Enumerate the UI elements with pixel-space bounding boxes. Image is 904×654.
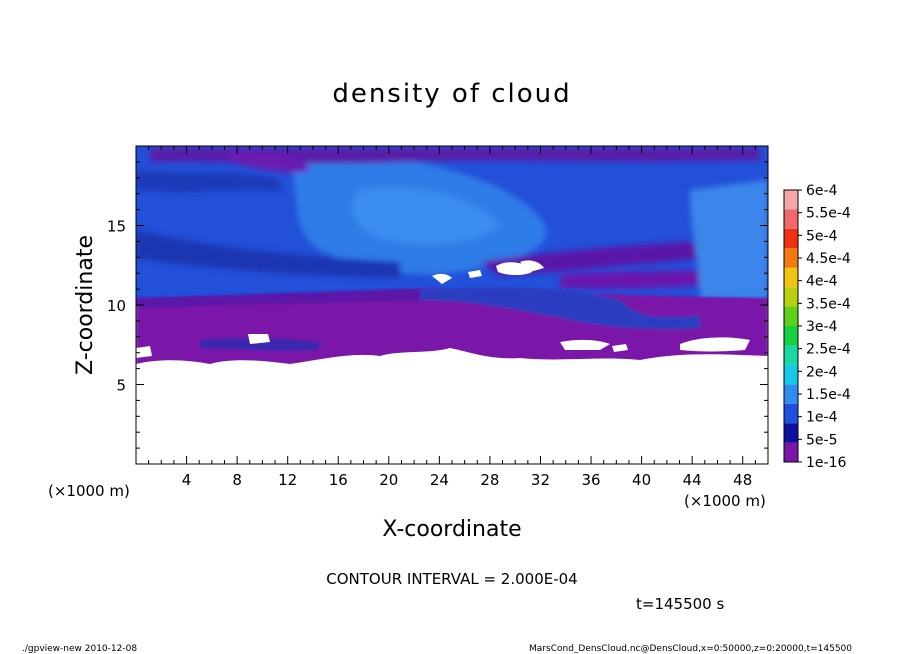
- x-unit-left: (×1000 m): [48, 482, 130, 500]
- colorbar-swatch: [784, 326, 798, 346]
- x-tick-label: 4: [182, 471, 192, 489]
- footer-right: MarsCond_DensCloud.nc@DensCloud,x=0:5000…: [529, 644, 852, 654]
- colorbar-label: 2e-4: [806, 364, 838, 380]
- x-tick-label: 12: [278, 471, 297, 489]
- x-tick-label: 44: [683, 471, 702, 489]
- colorbar-swatch: [784, 345, 798, 365]
- y-axis-label: Z-coordinate: [73, 235, 98, 375]
- heatmap-field: [136, 146, 768, 464]
- colorbar-label: 3.5e-4: [806, 296, 851, 312]
- y-tick-label: 15: [107, 218, 126, 236]
- colorbar-swatch: [784, 248, 798, 268]
- colorbar-swatch: [784, 287, 798, 307]
- colorbar-label: 1.5e-4: [806, 387, 851, 403]
- y-tick-label: 5: [116, 377, 126, 395]
- colorbar-label: 1e-4: [806, 410, 838, 426]
- colorbar-label: 5e-5: [806, 432, 837, 448]
- x-axis-ticks: 4 8 12 16 20 24 28 32 36 40 44 48: [148, 146, 756, 489]
- colorbar-swatch: [784, 228, 798, 249]
- colorbar-swatch: [784, 267, 798, 288]
- footer-left: ./gpview-new 2010-12-08: [22, 644, 137, 654]
- x-tick-label: 8: [232, 471, 242, 489]
- colorbar-swatch: [784, 384, 798, 404]
- chart-title: density of cloud: [332, 79, 571, 109]
- colorbar-swatch: [784, 190, 798, 210]
- colorbar-swatch: [784, 442, 798, 462]
- x-tick-label: 24: [430, 471, 449, 489]
- colorbar-label: 2.5e-4: [806, 342, 851, 358]
- x-unit-right: (×1000 m): [684, 492, 766, 510]
- x-axis-label: X-coordinate: [382, 517, 521, 542]
- time-label: t=145500 s: [636, 595, 724, 613]
- x-tick-label: 28: [480, 471, 499, 489]
- colorbar: 1e-16 5e-5 1e-4 1.5e-4 2e-4 2.5e-4 3e-4 3.5e-4 4…: [783, 183, 851, 471]
- colorbar-label: 5e-4: [806, 228, 838, 244]
- colorbar-label: 6e-4: [806, 183, 838, 199]
- contour-interval-label: CONTOUR INTERVAL = 2.000E-04: [326, 570, 577, 588]
- colorbar-label: 1e-16: [806, 455, 846, 471]
- x-tick-label: 40: [632, 471, 651, 489]
- x-tick-label: 32: [531, 471, 550, 489]
- colorbar-swatch: [784, 403, 798, 424]
- x-tick-label: 36: [581, 471, 600, 489]
- y-tick-label: 10: [107, 297, 126, 315]
- colorbar-swatch: [784, 423, 798, 443]
- x-tick-label: 48: [733, 471, 752, 489]
- x-tick-label: 20: [379, 471, 398, 489]
- colorbar-label: 4e-4: [806, 274, 838, 290]
- x-tick-label: 16: [329, 471, 348, 489]
- y-axis-ticks: 5 10 15: [107, 161, 768, 449]
- colorbar-swatch: [784, 306, 798, 326]
- colorbar-swatch: [784, 209, 798, 229]
- colorbar-label: 4.5e-4: [806, 251, 851, 267]
- colorbar-label: 3e-4: [806, 319, 838, 335]
- colorbar-label: 5.5e-4: [806, 206, 851, 222]
- colorbar-swatch: [784, 364, 798, 385]
